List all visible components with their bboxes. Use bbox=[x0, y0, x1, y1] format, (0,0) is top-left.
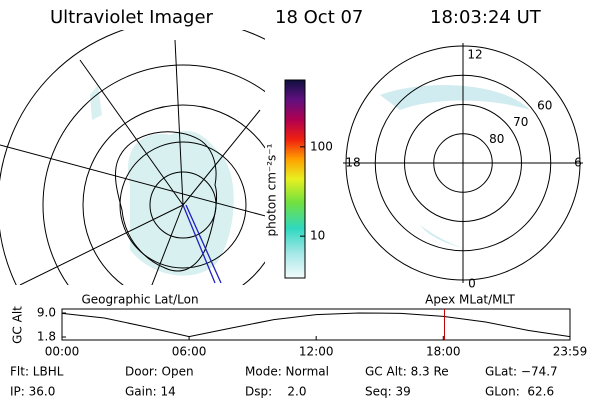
x-tick-label: 00:00 bbox=[45, 345, 80, 359]
y-tick-label: 9.0 bbox=[37, 306, 56, 320]
info-field: GLat: −74.7 bbox=[485, 365, 558, 379]
y-tick-label: 1.8 bbox=[37, 330, 56, 344]
x-tick-label: 18:00 bbox=[426, 345, 461, 359]
info-field: IP: 36.0 bbox=[10, 385, 55, 399]
y-axis-label: GC Alt bbox=[11, 306, 25, 344]
right-title: Apex MLat/MLT bbox=[425, 293, 515, 307]
instrument: Ultraviolet Imager bbox=[50, 7, 214, 28]
info-field: Gain: 14 bbox=[125, 385, 176, 399]
info-field: Seq: 39 bbox=[365, 385, 411, 399]
x-tick-label: 23:59 bbox=[553, 345, 588, 359]
info-field: Dsp: 2.0 bbox=[245, 385, 307, 399]
info-field: Door: Open bbox=[125, 365, 194, 379]
info-field: Flt: LBHL bbox=[10, 365, 64, 379]
emission bbox=[90, 85, 234, 276]
left-title: Geographic Lat/Lon bbox=[81, 293, 198, 307]
colorbar-tick-label: 100 bbox=[310, 139, 333, 153]
mlt-label: 12 bbox=[467, 48, 482, 62]
colorbar bbox=[284, 79, 306, 279]
mlt-label: 18 bbox=[345, 156, 360, 170]
polar-plot bbox=[343, 43, 583, 283]
colorbar-label: photon cm⁻²s⁻¹ bbox=[265, 143, 279, 236]
info-field: Mode: Normal bbox=[245, 365, 329, 379]
geographic-map bbox=[0, 30, 265, 285]
altitude-curve bbox=[61, 312, 571, 338]
timeline-frame bbox=[61, 308, 571, 341]
polar-outer-ring bbox=[345, 45, 581, 281]
mlat-label: 60 bbox=[537, 98, 552, 112]
info-field: GC Alt: 8.3 Re bbox=[365, 365, 449, 379]
x-tick-label: 06:00 bbox=[172, 345, 207, 359]
coastline bbox=[115, 131, 218, 272]
time: 18:03:24 UT bbox=[430, 7, 542, 28]
mlat-label: 80 bbox=[489, 132, 504, 146]
info-field: GLon: 62.6 bbox=[485, 385, 554, 399]
polar-ring bbox=[374, 74, 552, 252]
mlt-label: 0 bbox=[468, 277, 476, 291]
x-tick-label: 12:00 bbox=[299, 345, 334, 359]
mlt-label: 6 bbox=[574, 156, 582, 170]
mlat-label: 70 bbox=[513, 115, 528, 129]
date: 18 Oct 07 bbox=[275, 7, 363, 28]
colorbar-tick-label: 10 bbox=[310, 229, 325, 243]
polar-ring bbox=[433, 133, 493, 193]
polar-ring bbox=[404, 104, 522, 222]
